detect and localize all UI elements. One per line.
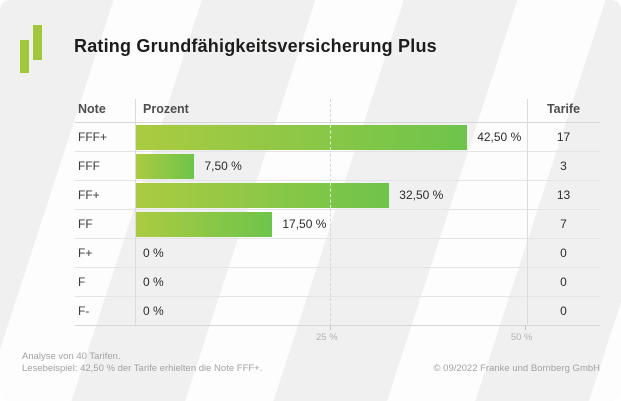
note-label: F- — [78, 304, 90, 318]
table-row: FF+ 32,50 % 13 — [75, 181, 600, 210]
x-axis: 25 % 50 % — [135, 326, 532, 348]
note-label: F — [78, 275, 86, 289]
table-row: FFF 7,50 % 3 — [75, 152, 600, 181]
note-label: F+ — [78, 246, 93, 260]
tarife-count: 17 — [556, 130, 571, 144]
gridline-on-bar — [329, 125, 331, 150]
note-label: FF — [78, 217, 93, 231]
logo-bar-right-icon — [33, 25, 42, 60]
axis-tick-label: 50 % — [510, 332, 533, 343]
table-row: F+ 0 % 0 — [75, 239, 600, 268]
footnote-line1: Analyse von 40 Tarifen. — [22, 351, 121, 362]
percent-value-label: 32,50 % — [399, 188, 444, 202]
percent-value-label: 7,50 % — [204, 159, 242, 173]
bar-cell: 7,50 % — [135, 152, 527, 180]
percent-bar — [136, 183, 390, 208]
note-label: FFF+ — [78, 130, 107, 144]
divider-note-prozent — [135, 99, 136, 326]
chart-rows: FFF+ 42,50 % 17 FFF 7,50 % 3 FF+ 32,50 % 13 FF 17,… — [75, 123, 600, 326]
note-label: FFF — [78, 159, 100, 173]
percent-value-label: 42,50 % — [477, 130, 522, 144]
percent-bar — [136, 212, 273, 237]
percent-value-label: 0 % — [143, 246, 164, 260]
table-row: FFF+ 42,50 % 17 — [75, 123, 600, 152]
rating-table: Note Prozent Tarife FFF+ 42,50 % 17 FFF 7,50… — [75, 99, 600, 343]
bar-cell: 32,50 % — [135, 181, 527, 209]
percent-value-label: 17,50 % — [282, 217, 327, 231]
tarife-count: 3 — [560, 159, 567, 173]
logo-bar-left-icon — [20, 40, 29, 73]
bar-cell: 0 % — [135, 268, 527, 296]
tarife-count: 0 — [560, 246, 567, 260]
tarife-count: 7 — [560, 217, 567, 231]
tarife-count: 0 — [560, 304, 567, 318]
bar-cell: 17,50 % — [135, 210, 527, 238]
table-row: F- 0 % 0 — [75, 297, 600, 326]
bar-cell: 42,50 % — [135, 123, 527, 151]
tarife-count: 13 — [556, 188, 571, 202]
footnote: Analyse von 40 Tarifen. Lesebeispiel: 42… — [22, 351, 262, 375]
gridline — [329, 99, 331, 326]
franke-bornberg-logo-icon — [20, 25, 44, 73]
tarife-count: 0 — [560, 275, 567, 289]
page-title: Rating Grundfähigkeitsversicherung Plus — [74, 36, 437, 56]
table-header-row: Note Prozent Tarife — [75, 99, 600, 123]
column-header-prozent: Prozent — [143, 102, 189, 116]
percent-value-label: 0 % — [143, 275, 164, 289]
percent-bar — [136, 125, 468, 150]
percent-value-label: 0 % — [143, 304, 164, 318]
axis-tick — [524, 326, 526, 330]
gridline-on-bar — [329, 183, 331, 208]
footnote-line2: Lesebeispiel: 42,50 % der Tarife erhielt… — [22, 363, 263, 374]
percent-bar — [136, 154, 195, 179]
divider-prozent-tarife — [527, 99, 528, 326]
column-header-tarife: Tarife — [546, 102, 581, 116]
table-row: F 0 % 0 — [75, 268, 600, 297]
copyright: © 09/2022 Franke und Bornberg GmbH — [433, 363, 600, 374]
note-label: FF+ — [78, 188, 100, 202]
axis-tick-label: 25 % — [316, 332, 338, 343]
column-header-note: Note — [78, 102, 106, 116]
table-row: FF 17,50 % 7 — [75, 210, 600, 239]
axis-tick — [329, 326, 331, 330]
bar-cell: 0 % — [135, 297, 527, 325]
bar-cell: 0 % — [135, 239, 527, 267]
